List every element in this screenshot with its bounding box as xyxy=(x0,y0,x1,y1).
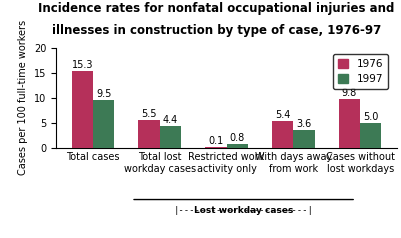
Text: 9.5: 9.5 xyxy=(96,89,111,99)
Text: 0.1: 0.1 xyxy=(208,136,223,146)
Text: 4.4: 4.4 xyxy=(163,114,178,124)
Text: ------------|: ------------| xyxy=(244,206,314,214)
Bar xyxy=(93,100,114,148)
Bar xyxy=(72,71,93,148)
Bar xyxy=(339,99,360,148)
Text: 3.6: 3.6 xyxy=(296,119,312,129)
Text: 9.8: 9.8 xyxy=(342,88,357,98)
Bar xyxy=(294,129,315,148)
Bar xyxy=(160,126,181,148)
Text: 5.5: 5.5 xyxy=(141,109,157,119)
Text: Lost workday cases: Lost workday cases xyxy=(194,206,293,214)
Bar xyxy=(227,144,248,148)
Legend: 1976, 1997: 1976, 1997 xyxy=(333,54,389,89)
Text: 5.0: 5.0 xyxy=(363,112,379,122)
Bar xyxy=(360,123,381,148)
Text: 0.8: 0.8 xyxy=(230,133,245,143)
Y-axis label: Cases per 100 full-time workers: Cases per 100 full-time workers xyxy=(18,20,28,175)
Text: 5.4: 5.4 xyxy=(275,109,290,119)
Text: illnesses in construction by type of case, 1976-97: illnesses in construction by type of cas… xyxy=(52,24,381,37)
Text: Incidence rates for nonfatal occupational injuries and: Incidence rates for nonfatal occupationa… xyxy=(38,2,395,15)
Bar xyxy=(272,121,294,148)
Text: 15.3: 15.3 xyxy=(71,60,93,70)
Text: |------------: |------------ xyxy=(174,206,244,214)
Bar xyxy=(205,147,227,148)
Bar xyxy=(138,120,160,148)
